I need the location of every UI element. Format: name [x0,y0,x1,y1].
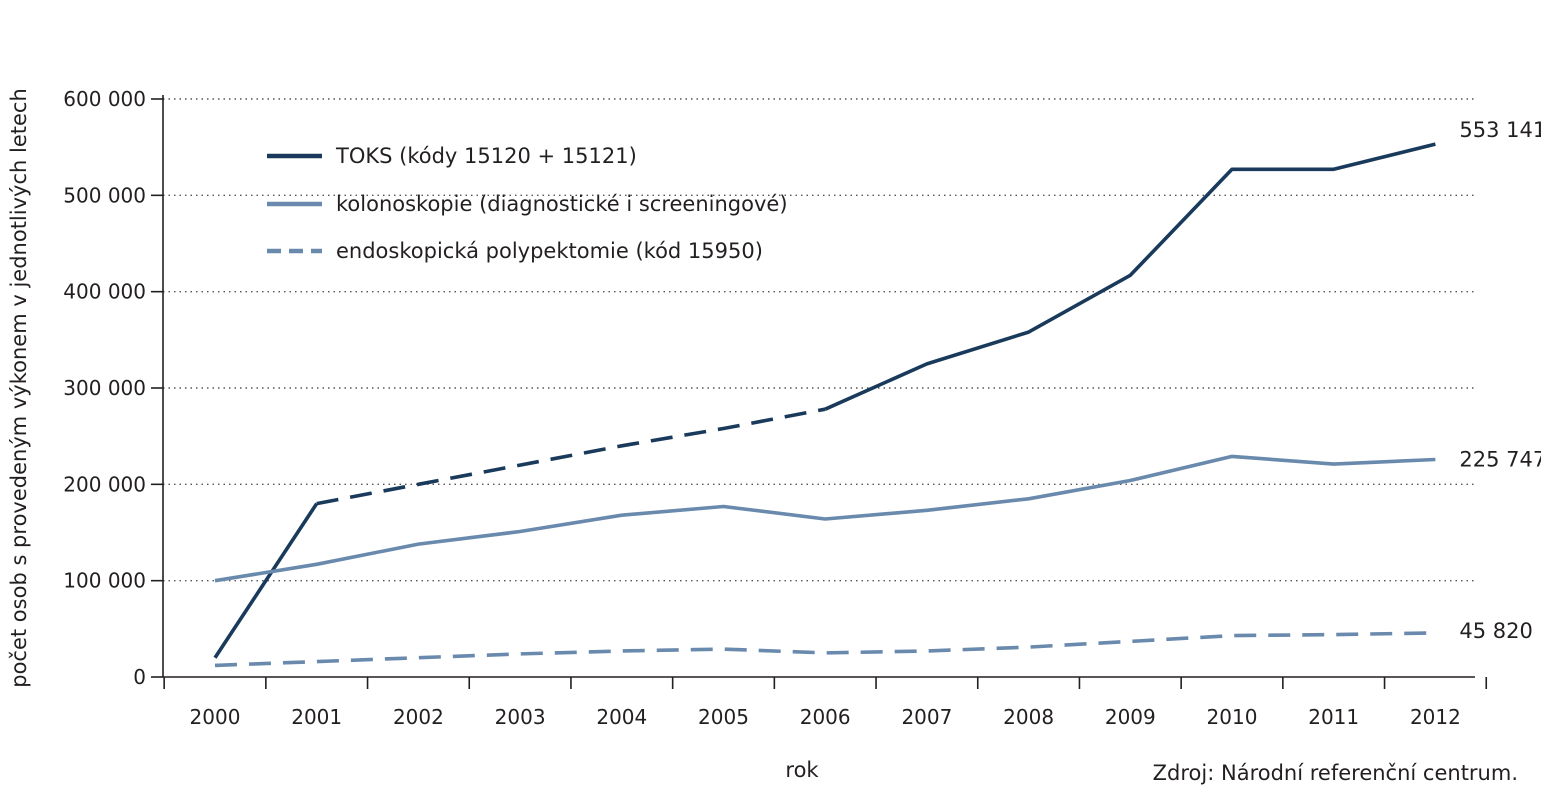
end-labels: 553 141 225 747 45 820 [1459,118,1541,643]
x-tick-label: 2001 [291,705,342,729]
grid-lines [163,98,1475,582]
x-tick-label: 2009 [1105,705,1156,729]
y-tick-label: 200 000 [63,472,146,496]
x-tick-label: 2004 [596,705,647,729]
y-axis-ticks: 0 100 000 200 000 300 000 400 000 500 000 600 … [63,87,163,689]
x-axis-ticks: 2000 2001 2002 2003 2004 2005 2006 2007 2008 2009… [163,677,1488,729]
source-note: Zdroj: Národní referenční centrum. [1153,761,1518,785]
legend-label: endoskopická polypektomie (kód 15950) [336,239,763,263]
y-tick-label: 500 000 [63,183,146,207]
x-tick-label: 2000 [190,705,241,729]
y-axis-title: počet osob s provedeným výkonem v jednot… [7,88,31,688]
x-axis-title: rok [785,758,819,782]
x-tick-label: 2002 [393,705,444,729]
end-label: 225 747 [1459,448,1541,472]
x-tick-label: 2011 [1308,705,1359,729]
x-tick-label: 2003 [495,705,546,729]
series-line-0-solid-start [213,502,319,659]
y-tick-label: 0 [133,665,146,689]
series-line-0-dashed [316,407,826,506]
series-line-2 [214,631,1436,668]
x-tick-label: 2010 [1207,705,1258,729]
x-tick-label: 2007 [901,705,952,729]
series-line-1 [214,454,1436,583]
x-tick-label: 2012 [1410,705,1461,729]
axes [162,95,1475,678]
y-tick-label: 600 000 [63,87,146,111]
y-tick-label: 400 000 [63,280,146,304]
end-label: 45 820 [1459,619,1532,643]
end-label: 553 141 [1459,118,1541,142]
series-line-0-solid-end [824,142,1436,411]
series-lines [213,142,1436,668]
x-tick-label: 2005 [698,705,749,729]
legend-label: TOKS (kódy 15120 + 15121) [335,144,637,168]
y-tick-label: 100 000 [63,569,146,593]
y-tick-label: 300 000 [63,376,146,400]
legend-label: kolonoskopie (diagnostické i screeningov… [336,192,788,216]
x-tick-label: 2006 [800,705,851,729]
x-tick-label: 2008 [1003,705,1054,729]
legend: TOKS (kódy 15120 + 15121) kolonoskopie (d… [267,144,788,263]
